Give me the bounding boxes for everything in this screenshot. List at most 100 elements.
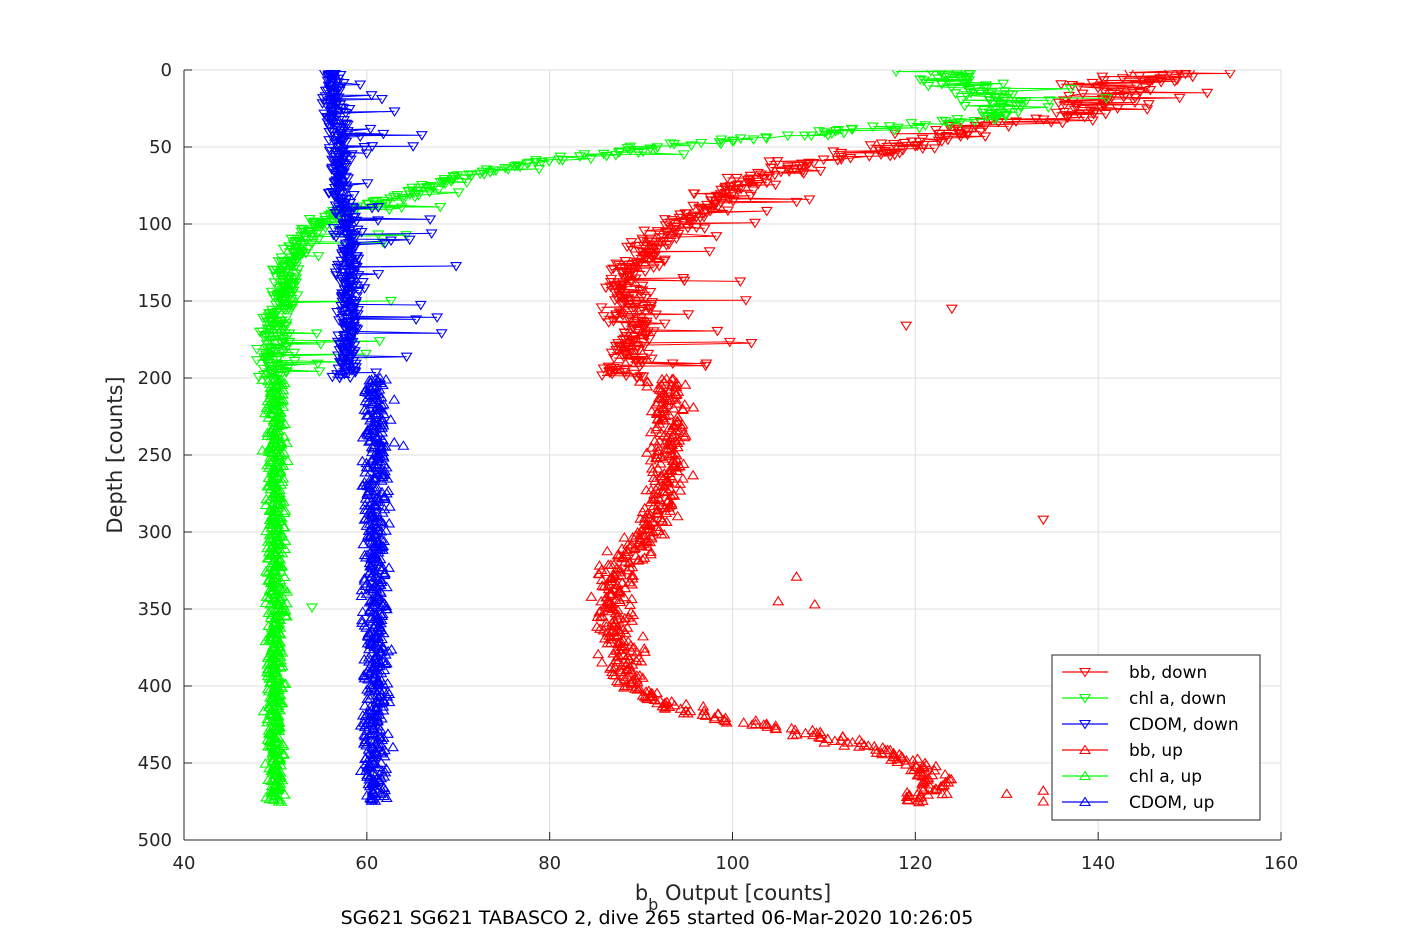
data-point	[723, 337, 736, 348]
data-point	[643, 334, 656, 345]
data-point	[628, 335, 641, 346]
data-point	[684, 705, 697, 716]
data-point	[612, 609, 625, 620]
data-point	[698, 212, 711, 223]
data-point	[375, 95, 388, 105]
data-point	[272, 783, 285, 794]
data-point	[1010, 101, 1023, 112]
data-point	[1117, 93, 1130, 103]
data-point	[376, 507, 389, 517]
data-point	[905, 764, 918, 775]
data-point	[354, 132, 367, 143]
data-point	[344, 373, 357, 384]
outlier-point	[1037, 785, 1050, 795]
data-point	[803, 195, 816, 205]
data-point	[672, 229, 685, 240]
data-point	[372, 270, 385, 280]
data-point	[638, 552, 651, 562]
x-tick-label: 120	[898, 853, 932, 874]
data-point	[771, 157, 784, 167]
data-point	[682, 310, 695, 320]
data-point	[259, 407, 272, 418]
data-point	[370, 368, 383, 379]
data-point	[639, 254, 652, 264]
data-point	[969, 121, 982, 132]
data-point	[282, 275, 295, 286]
data-point	[1133, 72, 1146, 82]
data-point	[415, 131, 428, 141]
data-point	[514, 162, 527, 173]
data-point	[712, 202, 725, 212]
data-point	[891, 753, 904, 764]
data-point	[626, 323, 639, 334]
data-point	[329, 190, 342, 201]
data-point	[922, 778, 935, 789]
data-point	[1096, 95, 1109, 105]
x-tick-label: 160	[1264, 853, 1298, 874]
outlier-point	[900, 321, 913, 332]
data-point	[745, 339, 758, 349]
x-tick-label: 140	[1081, 853, 1115, 874]
data-point	[363, 705, 376, 716]
data-point	[639, 331, 652, 342]
data-point	[665, 373, 678, 384]
data-point	[263, 677, 276, 687]
data-point	[591, 611, 604, 621]
data-point	[714, 139, 727, 150]
legend-swatch-marker	[1079, 744, 1091, 755]
data-point	[360, 149, 373, 159]
data-point	[260, 525, 273, 536]
data-point	[533, 164, 546, 175]
data-point	[271, 502, 284, 512]
data-point	[369, 790, 382, 801]
data-point	[922, 81, 935, 92]
data-point	[280, 610, 293, 621]
data-point	[955, 96, 968, 106]
data-point	[676, 404, 689, 414]
data-point	[314, 339, 327, 350]
data-point	[383, 696, 396, 707]
data-point	[905, 119, 918, 129]
data-point	[638, 643, 651, 653]
data-point	[611, 651, 623, 662]
data-point	[612, 148, 625, 159]
data-point	[584, 154, 597, 165]
data-point	[380, 461, 393, 472]
data-point	[343, 347, 356, 357]
data-point	[275, 419, 288, 430]
data-point	[358, 573, 371, 583]
data-point	[1037, 115, 1050, 126]
data-point	[618, 288, 631, 299]
x-tick-label: 100	[715, 853, 749, 874]
data-point	[633, 306, 646, 317]
data-point	[341, 184, 354, 195]
data-point	[356, 709, 369, 720]
data-point	[335, 103, 348, 114]
data-point	[665, 438, 678, 449]
data-point	[383, 205, 396, 216]
data-point	[746, 719, 759, 729]
data-point	[863, 152, 876, 162]
data-point	[846, 125, 859, 135]
data-point	[658, 257, 671, 267]
data-point	[626, 531, 639, 542]
data-point	[372, 230, 385, 240]
data-point	[372, 775, 385, 785]
data-point	[612, 548, 625, 559]
data-point	[360, 588, 373, 598]
data-point	[277, 401, 290, 411]
data-point	[747, 186, 760, 196]
data-point	[421, 182, 434, 193]
data-point	[265, 775, 278, 785]
data-point	[874, 150, 887, 161]
data-point	[633, 346, 646, 356]
x-axis-label-main: b	[635, 881, 648, 905]
data-point	[958, 80, 971, 90]
data-point	[360, 405, 373, 415]
data-point	[289, 258, 302, 269]
data-point	[634, 513, 647, 523]
data-point	[553, 155, 566, 166]
data-point	[624, 146, 637, 156]
data-point	[277, 384, 290, 395]
outlier-point	[945, 304, 958, 315]
